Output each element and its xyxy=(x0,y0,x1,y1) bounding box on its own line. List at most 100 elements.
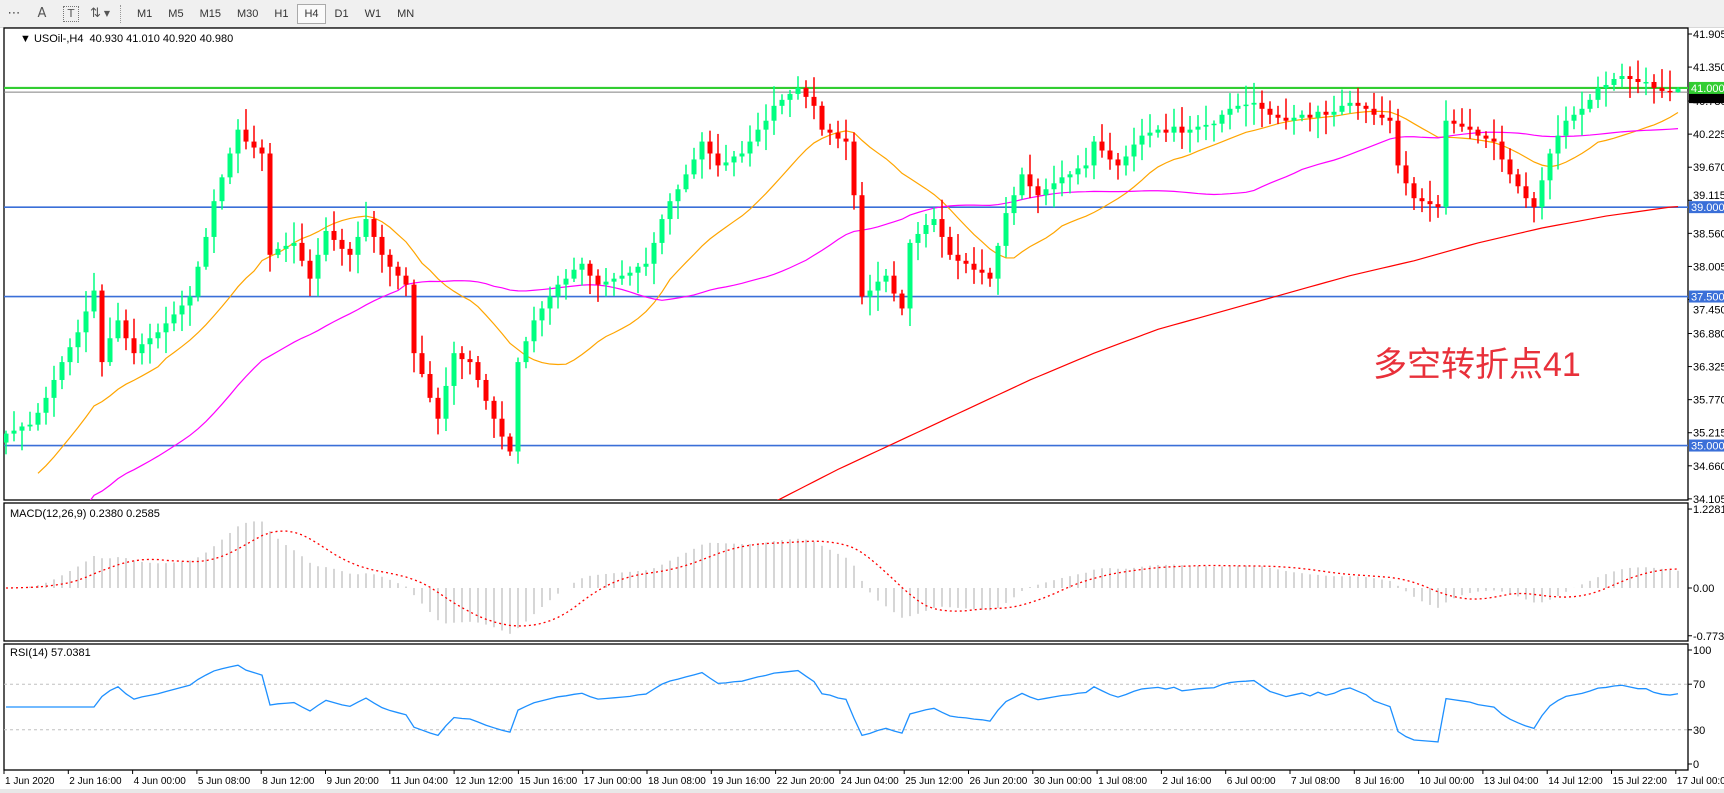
candle[interactable] xyxy=(1651,74,1657,104)
candle[interactable] xyxy=(67,338,73,376)
candle[interactable] xyxy=(1331,95,1337,127)
candle[interactable] xyxy=(251,125,257,159)
candle[interactable] xyxy=(1379,96,1385,126)
candle[interactable] xyxy=(1059,160,1065,197)
candle[interactable] xyxy=(91,272,97,319)
candle[interactable] xyxy=(1355,87,1361,120)
timeframe-m15[interactable]: M15 xyxy=(199,7,221,20)
candle[interactable] xyxy=(235,119,241,174)
candle[interactable] xyxy=(1419,188,1425,213)
candle[interactable] xyxy=(883,268,889,293)
candle[interactable] xyxy=(1243,85,1249,127)
candle[interactable] xyxy=(75,319,81,363)
candle[interactable] xyxy=(379,224,385,273)
candle[interactable] xyxy=(115,302,121,342)
candle[interactable] xyxy=(83,291,89,353)
candle[interactable] xyxy=(875,261,881,311)
candle[interactable] xyxy=(787,89,793,118)
candle[interactable] xyxy=(891,261,897,302)
candle[interactable] xyxy=(1179,107,1185,149)
candle[interactable] xyxy=(539,301,545,337)
candle[interactable] xyxy=(283,232,289,263)
candle[interactable] xyxy=(1451,109,1457,134)
candle[interactable] xyxy=(715,133,721,177)
hline-price-tag[interactable] xyxy=(1689,201,1724,214)
hline-price-tag[interactable] xyxy=(1689,81,1724,94)
candle[interactable] xyxy=(291,222,297,264)
candle[interactable] xyxy=(843,119,849,161)
candle[interactable] xyxy=(811,77,817,120)
candle[interactable] xyxy=(371,211,377,253)
candle[interactable] xyxy=(667,193,673,235)
candle[interactable] xyxy=(1123,145,1129,176)
candle[interactable] xyxy=(1475,126,1481,144)
candle[interactable] xyxy=(51,365,57,417)
candle[interactable] xyxy=(1267,101,1273,125)
candle[interactable] xyxy=(1315,105,1321,139)
candle[interactable] xyxy=(1067,171,1073,194)
candle[interactable] xyxy=(995,242,1001,295)
candle[interactable] xyxy=(267,143,273,272)
candle[interactable] xyxy=(1235,93,1241,113)
candle[interactable] xyxy=(707,130,713,170)
candle[interactable] xyxy=(1531,191,1537,223)
candle[interactable] xyxy=(643,247,649,276)
candle[interactable] xyxy=(1099,124,1105,158)
candle[interactable] xyxy=(603,268,609,297)
candle[interactable] xyxy=(819,101,825,136)
candle[interactable] xyxy=(971,247,977,284)
candle[interactable] xyxy=(347,242,353,272)
candle[interactable] xyxy=(627,266,633,286)
candle[interactable] xyxy=(307,249,313,297)
candle[interactable] xyxy=(739,141,745,163)
candle[interactable] xyxy=(1563,106,1569,149)
candle[interactable] xyxy=(403,267,409,297)
annotation-text[interactable]: 多空转折点41 xyxy=(1373,346,1581,384)
candle[interactable] xyxy=(675,184,681,219)
timeframe-m1[interactable]: M1 xyxy=(137,7,153,20)
candle[interactable] xyxy=(1259,90,1265,128)
timeframe-m30[interactable]: M30 xyxy=(236,7,259,20)
candle[interactable] xyxy=(1227,93,1233,130)
candle[interactable] xyxy=(459,346,465,380)
candle[interactable] xyxy=(1467,108,1473,139)
candle[interactable] xyxy=(171,301,177,332)
candle[interactable] xyxy=(1091,136,1097,180)
candle[interactable] xyxy=(1075,155,1081,185)
candle[interactable] xyxy=(259,139,265,172)
candle[interactable] xyxy=(931,207,937,233)
candle[interactable] xyxy=(395,261,401,290)
candle[interactable] xyxy=(1643,67,1649,96)
candle[interactable] xyxy=(1019,167,1025,200)
candle[interactable] xyxy=(475,355,481,388)
candle[interactable] xyxy=(1363,102,1369,124)
candle[interactable] xyxy=(1035,178,1041,214)
timeframe-w1[interactable]: W1 xyxy=(364,7,382,20)
candle[interactable] xyxy=(1395,108,1401,174)
fibonacci-fan-icon[interactable]: ⋯ xyxy=(7,6,21,21)
candle[interactable] xyxy=(1283,98,1289,130)
candle[interactable] xyxy=(467,350,473,375)
candle[interactable] xyxy=(531,306,537,353)
candle[interactable] xyxy=(427,361,433,403)
candle[interactable] xyxy=(1595,76,1601,109)
candle[interactable] xyxy=(1219,110,1225,133)
candle[interactable] xyxy=(1403,151,1409,196)
candle[interactable] xyxy=(1507,148,1513,184)
candle[interactable] xyxy=(27,411,33,431)
candle[interactable] xyxy=(579,257,585,286)
candle[interactable] xyxy=(1275,105,1281,125)
timeframe-h4[interactable]: H4 xyxy=(297,3,326,24)
candle[interactable] xyxy=(555,275,561,309)
candle[interactable] xyxy=(1627,66,1633,98)
candle[interactable] xyxy=(227,147,233,185)
candle[interactable] xyxy=(35,403,41,431)
candle[interactable] xyxy=(1107,132,1113,170)
candle[interactable] xyxy=(1131,127,1137,172)
candle[interactable] xyxy=(1491,119,1497,161)
candle[interactable] xyxy=(1307,102,1313,132)
candle[interactable] xyxy=(1411,177,1417,211)
candle[interactable] xyxy=(867,274,873,316)
timeframe-d1[interactable]: D1 xyxy=(334,7,349,20)
candle[interactable] xyxy=(1611,72,1617,91)
